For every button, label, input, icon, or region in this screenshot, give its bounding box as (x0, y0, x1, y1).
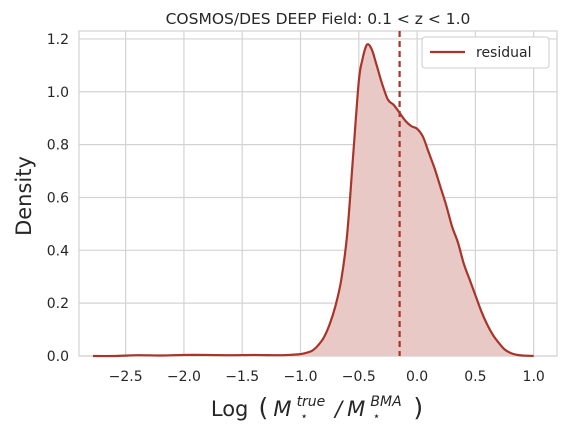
y-axis-label: Density (12, 156, 36, 236)
x-tick-label: 1.0 (523, 369, 545, 385)
chart-title: COSMOS/DES DEEP Field: 0.1 < z < 1.0 (166, 10, 471, 28)
x-tick-label: −1.5 (225, 369, 259, 385)
density-fill-area (92, 44, 534, 357)
y-tick-labels: 0.0 0.2 0.4 0.6 0.8 1.0 1.2 (47, 32, 69, 365)
x-axis-label-numerator-base: M (273, 397, 291, 421)
x-tick-label: 0.0 (406, 369, 428, 385)
x-axis-label-close-paren: ) (413, 393, 423, 422)
x-axis-label-numerator-sup: true (297, 394, 326, 410)
legend-label-residual: residual (476, 45, 531, 61)
y-tick-label: 1.2 (47, 32, 69, 48)
x-axis-label-denominator-sub: ⋆ (373, 409, 381, 423)
legend-box (421, 36, 550, 69)
x-axis-label-open-paren: ( (258, 393, 268, 422)
x-tick-label: −0.5 (342, 369, 376, 385)
x-tick-label: −2.0 (167, 369, 201, 385)
x-axis-label-denominator-sup: BMA (370, 394, 401, 410)
y-tick-label: 0.4 (47, 243, 69, 259)
y-tick-label: 0.8 (47, 138, 69, 154)
x-axis-label-prefix: Log (211, 397, 249, 421)
y-tick-label: 0.0 (47, 349, 69, 365)
x-tick-label: −2.5 (109, 369, 143, 385)
legend: residual (421, 36, 550, 69)
x-axis-label-slash: / (333, 397, 344, 421)
x-axis-label-numerator-sub: ⋆ (300, 409, 308, 423)
x-axis-label: Log ( M true ⋆ / M BMA ⋆ ) (211, 391, 423, 424)
x-tick-label: −1.0 (284, 369, 318, 385)
x-tick-labels: −2.5 −2.0 −1.5 −1.0 −0.5 0.0 0.5 1.0 (109, 369, 545, 385)
y-tick-label: 0.6 (47, 190, 69, 206)
y-tick-label: 1.0 (47, 85, 69, 101)
density-line-residual (92, 43, 534, 358)
y-tick-label: 0.2 (47, 296, 69, 312)
x-axis-label-denominator-base: M (347, 397, 365, 421)
x-tick-label: 0.5 (464, 369, 486, 385)
plot-area (78, 30, 558, 357)
